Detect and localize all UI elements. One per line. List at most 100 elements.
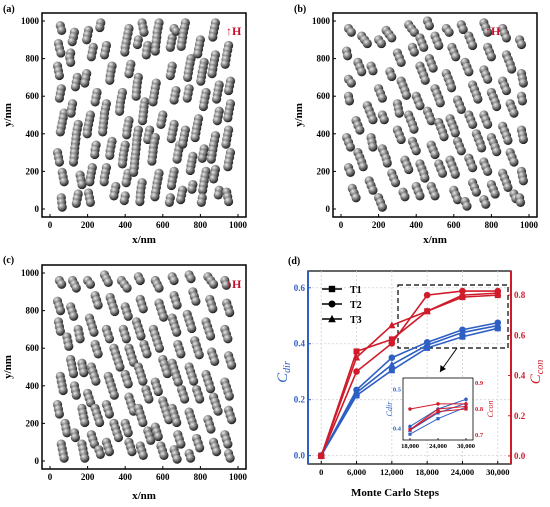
- x-tick-label: 200: [81, 220, 95, 230]
- panel-b-xticks: 0 200 400 600 800 1000: [339, 214, 539, 230]
- particle: [93, 300, 103, 310]
- particle: [376, 38, 387, 49]
- panel-d-series: [317, 287, 502, 460]
- panel-c-letter: (c): [3, 255, 14, 266]
- particle: [162, 368, 172, 379]
- particle: [458, 24, 468, 35]
- panel-a-xlabel: x/nm: [132, 234, 156, 246]
- legend-label: T1: [350, 285, 362, 296]
- panel-d-xlabel: Monte Carlo Steps: [351, 487, 440, 499]
- particle: [477, 143, 487, 153]
- particle: [185, 165, 195, 176]
- particle: [186, 274, 196, 284]
- x-tick-label: 1000: [520, 220, 539, 230]
- panel-b-frame: [332, 12, 538, 218]
- particle: [70, 82, 80, 92]
- y-tick-label: 400: [26, 381, 40, 391]
- particle: [206, 424, 216, 434]
- inset-y-left-tick-label: 0.4: [393, 425, 402, 432]
- particle: [428, 63, 438, 73]
- particle: [468, 163, 478, 173]
- panel-c-particles: [52, 270, 237, 464]
- panel-c-field-label: ↑H: [226, 277, 242, 291]
- panel-a-particles: [52, 18, 236, 212]
- panel-d-axes: 0 6,000 12,000 18,000 24,000 30,000 0.0 0.2 0.4 0…: [294, 271, 526, 477]
- y-tick-label: 600: [26, 91, 40, 101]
- particle: [468, 119, 478, 129]
- particle: [396, 57, 406, 67]
- particle: [67, 37, 77, 47]
- particle: [123, 379, 133, 389]
- series-line-right-t1: [320, 294, 498, 457]
- inset-data-point: [408, 432, 412, 436]
- x-tick-label: 600: [447, 220, 461, 230]
- data-point: [458, 291, 467, 299]
- particle: [434, 40, 444, 51]
- particle: [492, 101, 502, 112]
- particle: [435, 98, 445, 108]
- particle: [172, 417, 182, 428]
- particle: [154, 343, 165, 353]
- y-tick-label: 0: [35, 456, 40, 466]
- y-tick-label: 800: [317, 54, 331, 64]
- particle: [208, 32, 218, 42]
- particle: [57, 279, 67, 289]
- particle: [95, 22, 105, 33]
- particle: [490, 189, 500, 199]
- particle: [55, 127, 65, 137]
- panel-d-ylabel-right: Ccon: [528, 360, 546, 384]
- x-tick-label: 200: [372, 220, 386, 230]
- particle: [211, 94, 222, 104]
- particle: [66, 57, 76, 67]
- particle: [135, 275, 145, 286]
- x-tick-label: 24,000: [451, 467, 474, 477]
- inset-data-point: [408, 407, 412, 411]
- particle: [79, 368, 89, 378]
- inset-ylabel-right: Ccon: [486, 401, 495, 418]
- particle: [120, 47, 130, 57]
- panel-b-yticks: 0 200 400 600 800 1000: [312, 16, 336, 214]
- particle: [124, 69, 134, 79]
- particle: [182, 93, 192, 103]
- y-tick-label: 200: [317, 166, 331, 176]
- x-tick-label: 30,000: [486, 467, 509, 477]
- panel-b-field-label: ↑H: [485, 24, 501, 38]
- y-right-tick-label: 0.4: [514, 371, 526, 381]
- particle: [123, 428, 133, 438]
- particle: [59, 177, 69, 187]
- inset-data-point: [464, 402, 468, 406]
- particle: [90, 97, 100, 107]
- panel-c-ylabel: y/nm: [2, 355, 14, 379]
- particle: [501, 85, 512, 96]
- particle: [80, 417, 90, 428]
- particle: [146, 435, 156, 445]
- particle: [75, 334, 85, 344]
- legend-marker: [328, 285, 336, 293]
- y-tick-label: 200: [26, 166, 40, 176]
- particle: [77, 179, 87, 190]
- legend-label: T3: [350, 315, 362, 326]
- particle: [171, 26, 181, 36]
- particle: [396, 134, 406, 145]
- particle: [142, 349, 152, 359]
- particle: [154, 283, 164, 293]
- y-right-tick-label: 0.6: [514, 330, 526, 340]
- y-tick-label: 800: [26, 306, 40, 316]
- y-left-tick-label: 0.4: [294, 339, 306, 349]
- panel-b-letter: (b): [294, 4, 306, 15]
- particle: [138, 417, 148, 428]
- particle: [358, 162, 368, 172]
- particle: [206, 154, 216, 164]
- particle: [54, 409, 64, 419]
- particle: [518, 134, 528, 145]
- particle: [507, 64, 517, 74]
- particle: [195, 443, 205, 453]
- particle: [196, 197, 206, 208]
- particle: [195, 394, 205, 404]
- particle: [342, 51, 353, 61]
- particle: [127, 447, 137, 457]
- panel-b-ylabel: y/nm: [293, 103, 305, 127]
- particle: [451, 52, 461, 62]
- particle: [99, 50, 110, 60]
